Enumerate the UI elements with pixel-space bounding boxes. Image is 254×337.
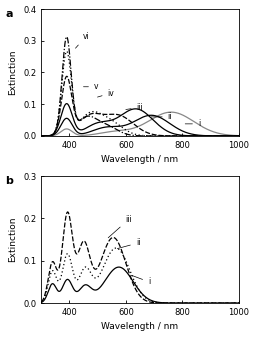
Text: v: v bbox=[83, 82, 98, 91]
X-axis label: Wavelength / nm: Wavelength / nm bbox=[101, 323, 178, 332]
Text: a: a bbox=[6, 9, 13, 19]
Text: b: b bbox=[6, 176, 13, 186]
Text: vi: vi bbox=[75, 32, 89, 48]
Text: iii: iii bbox=[125, 103, 143, 112]
Y-axis label: Extinction: Extinction bbox=[8, 50, 17, 95]
X-axis label: Wavelength / nm: Wavelength / nm bbox=[101, 155, 178, 164]
Y-axis label: Extinction: Extinction bbox=[8, 217, 17, 262]
Text: iii: iii bbox=[108, 215, 131, 238]
Text: i: i bbox=[131, 275, 150, 286]
Text: ii: ii bbox=[151, 112, 171, 121]
Text: iv: iv bbox=[97, 89, 114, 98]
Text: i: i bbox=[184, 119, 199, 128]
Text: ii: ii bbox=[117, 239, 140, 249]
